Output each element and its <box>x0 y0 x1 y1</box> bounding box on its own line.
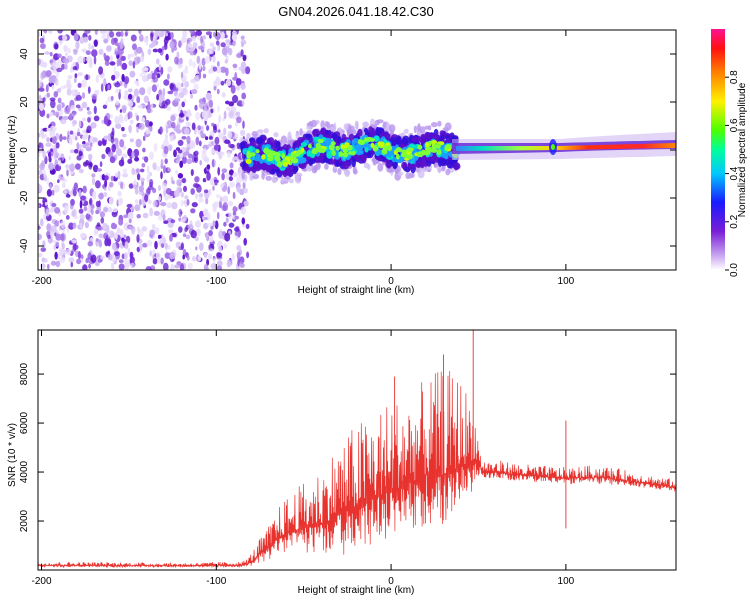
colorbar-ticks: 0.0 0.2 0.4 0.6 0.8 <box>725 70 740 277</box>
x-tick-label: -200 <box>31 576 51 587</box>
snr-panel: -200 -100 0 100 2000 4000 6000 8000 Height of … <box>7 329 677 596</box>
y-tick-label: -20 <box>19 190 30 205</box>
x-tick-label: 100 <box>558 576 575 587</box>
colorbar-tick-label: 0.6 <box>729 118 740 132</box>
spectrogram-narrowband <box>452 132 676 160</box>
x-tick-label: 0 <box>388 576 394 587</box>
colorbar-tick-label: 0.4 <box>729 166 740 180</box>
x-tick-label: -100 <box>206 276 226 287</box>
y-tick-label: 8000 <box>19 363 30 386</box>
spectrogram-y-ticks: 40 20 0 -20 -40 <box>19 48 676 253</box>
snr-spikes <box>394 330 567 529</box>
colorbar-label: Normalized spectral amplitude <box>737 82 748 217</box>
y-tick-label: 0 <box>19 147 30 153</box>
y-tick-label: -40 <box>19 238 30 253</box>
x-tick-label: -100 <box>206 576 226 587</box>
narrowband-ridge <box>456 143 676 151</box>
snr-frame <box>37 329 677 571</box>
snr-series <box>38 330 676 569</box>
y-tick-label: 6000 <box>19 412 30 435</box>
figure-title: GN04.2026.041.18.42.C30 <box>278 4 433 19</box>
x-tick-label: 0 <box>388 276 394 287</box>
y-tick-label: 4000 <box>19 460 30 483</box>
snr-ylabel: SNR (10 * v/v) <box>7 423 18 487</box>
spectrogram-x-ticks: -200 -100 0 100 <box>31 30 575 287</box>
narrowband-blip-core <box>551 144 555 150</box>
y-tick-label: 20 <box>19 96 30 108</box>
colorbar-tick-label: 0.8 <box>729 70 740 84</box>
spectrogram-panel: -200 -100 0 100 40 20 0 -20 -40 Height of strai… <box>7 29 677 296</box>
snr-y-ticks: 2000 4000 6000 8000 <box>19 363 676 532</box>
spectrogram-noise-region <box>38 30 251 270</box>
x-tick-label: -200 <box>31 276 51 287</box>
spectrogram-xlabel: Height of straight line (km) <box>298 285 415 296</box>
snr-line <box>38 371 676 569</box>
colorbar-gradient <box>711 29 725 270</box>
colorbar: 0.0 0.2 0.4 0.6 0.8 Normalized spectral ampl… <box>711 29 748 277</box>
snr-x-ticks: -200 -100 0 100 <box>31 330 575 587</box>
y-tick-label: 2000 <box>19 509 30 532</box>
y-tick-label: 40 <box>19 48 30 60</box>
spectrogram-ylabel: Frequency (Hz) <box>7 116 18 185</box>
colorbar-tick-label: 0.2 <box>729 214 740 228</box>
snr-xlabel: Height of straight line (km) <box>298 585 415 596</box>
spectrogram-signal-region <box>239 118 461 185</box>
x-tick-label: 100 <box>558 276 575 287</box>
colorbar-tick-label: 0.0 <box>729 263 740 277</box>
